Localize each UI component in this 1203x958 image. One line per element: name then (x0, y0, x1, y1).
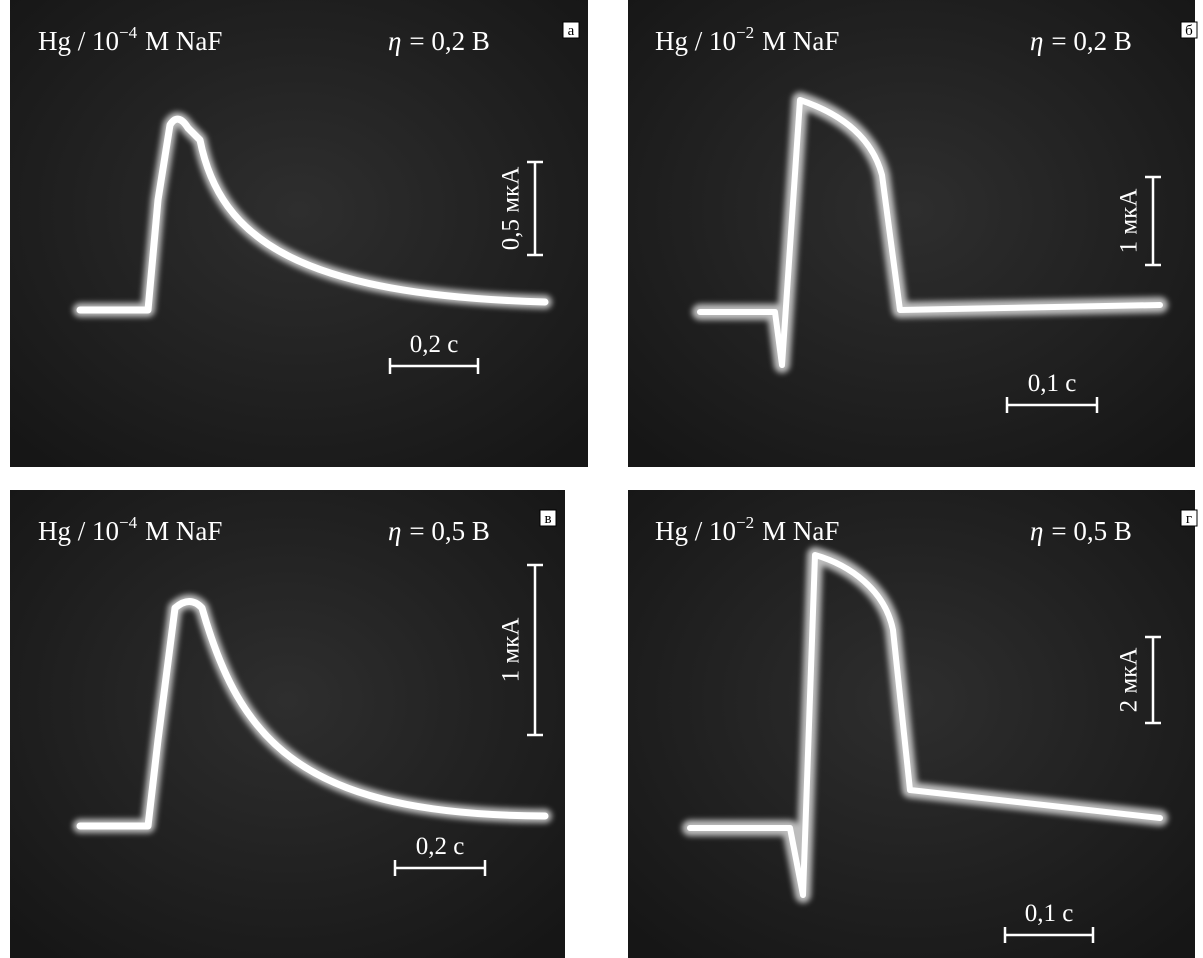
panel: Hg / 10−4 M NaF η = 0,2 В а 0,5 мкА 0,2 с (38, 21, 580, 374)
overpotential: = 0,5 В (1051, 516, 1132, 546)
current-scale-bar (527, 563, 543, 737)
time-scale-bar (388, 358, 480, 374)
overpotential: = 0,2 В (409, 26, 490, 56)
time-scale-bar (393, 860, 487, 876)
time-scale-label: 0,1 с (1025, 900, 1074, 927)
current-scale-label: 0,5 мкА (498, 167, 525, 251)
time-scale-label: 0,2 с (416, 833, 465, 860)
overpotential-label: η = 0,5 В (388, 516, 490, 546)
current-scale-bar (527, 160, 543, 257)
overpotential: = 0,2 В (1051, 26, 1132, 56)
symbol: η (1030, 516, 1043, 546)
panel-title: Hg / 10−4 M NaF (38, 513, 222, 546)
electrolyte: M NaF (762, 516, 839, 546)
exponent: −2 (736, 23, 754, 42)
current-scale-label: 2 мкА (1116, 648, 1143, 713)
substrate: Hg / 10 (655, 516, 736, 546)
exponent: −2 (736, 513, 754, 532)
panel-background (10, 0, 588, 467)
current-scale-label: 1 мкА (498, 618, 525, 683)
trace (73, 92, 1168, 903)
panel-title: Hg / 10−2 M NaF (655, 513, 839, 546)
panel-letter: г (1186, 511, 1192, 527)
substrate: Hg / 10 (655, 26, 736, 56)
electrolyte: M NaF (145, 516, 222, 546)
electrolyte: M NaF (145, 26, 222, 56)
overpotential: = 0,5 В (409, 516, 490, 546)
time-scale-label: 0,1 с (1028, 370, 1077, 397)
substrate: Hg / 10 (38, 516, 119, 546)
letter-box (539, 509, 557, 527)
current-scale-bar (1145, 175, 1161, 267)
overpotential-label: η = 0,5 В (1030, 516, 1132, 546)
letter-box (1180, 509, 1198, 527)
current-scale-label: 1 мкА (1116, 189, 1143, 254)
panel: Hg / 10−4 M NaF η = 0,5 В в 1 мкА 0,2 с (38, 509, 557, 876)
letter-box (1180, 21, 1198, 39)
panel-background (628, 0, 1195, 467)
symbol: η (388, 26, 401, 56)
overpotential-label: η = 0,2 В (1030, 26, 1132, 56)
overpotential-label: η = 0,2 В (388, 26, 490, 56)
symbol: η (1030, 26, 1043, 56)
time-scale-bar (1003, 927, 1095, 943)
panel-letter: а (568, 23, 575, 39)
letter-box (562, 21, 580, 39)
current-scale-bar (1145, 635, 1161, 725)
exponent: −4 (119, 23, 138, 42)
substrate: Hg / 10 (38, 26, 119, 56)
panel-title: Hg / 10−2 M NaF (655, 23, 839, 56)
panel-background (10, 490, 565, 958)
panel-background (628, 490, 1195, 958)
exponent: −4 (119, 513, 138, 532)
panel-title: Hg / 10−4 M NaF (38, 23, 222, 56)
electrolyte: M NaF (762, 26, 839, 56)
time-scale-bar (1005, 397, 1099, 413)
time-scale-label: 0,2 с (410, 331, 459, 358)
panel-letter: в (544, 511, 551, 527)
panel: Hg / 10−2 M NaF η = 0,2 В б 1 мкА 0,1 с (655, 21, 1198, 413)
panel: Hg / 10−2 M NaF η = 0,5 В г 2 мкА 0,1 с (655, 509, 1198, 943)
panel-letter: б (1185, 23, 1193, 39)
symbol: η (388, 516, 401, 546)
